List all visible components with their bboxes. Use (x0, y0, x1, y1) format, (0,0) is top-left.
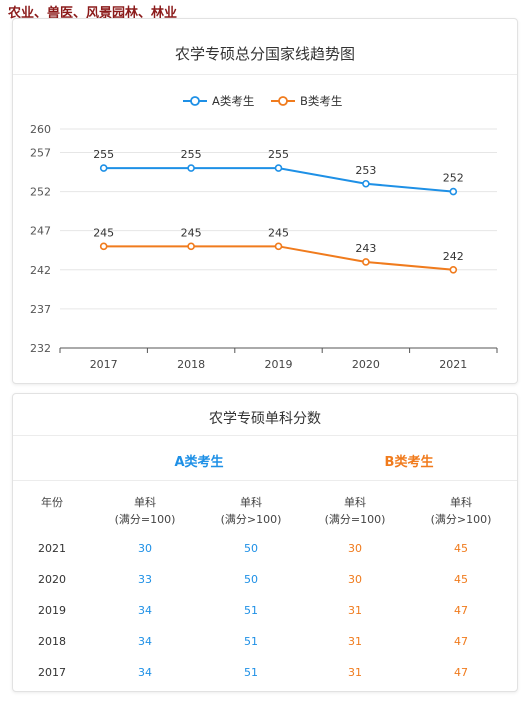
data-point (99, 164, 108, 172)
b-le100-header: 单科 (满分=100) (303, 494, 407, 528)
y-tick-label: 257 (30, 146, 51, 159)
y-tick-label: 242 (30, 264, 51, 277)
group-b-label: B类考生 (384, 455, 434, 470)
row-year: 2018 (38, 635, 66, 648)
data-point (274, 242, 283, 251)
row-a-le100: 30 (138, 542, 152, 555)
row-year: 2020 (38, 573, 66, 586)
data-point (274, 164, 283, 172)
a-gt100-header: 单科 (满分>100) (199, 494, 303, 528)
x-tick-label: 2019 (265, 358, 293, 371)
y-tick-label: 252 (30, 186, 51, 199)
row-year: 2019 (38, 604, 66, 617)
data-point (362, 258, 370, 266)
row-b-le100: 31 (348, 635, 362, 648)
data-label: 245 (268, 226, 289, 239)
x-tick-label: 2018 (177, 358, 205, 371)
row-b-le100: 31 (348, 604, 362, 617)
data-point (187, 164, 195, 172)
a-le100-header-line2: (满分=100) (114, 513, 176, 526)
row-b-gt100: 47 (454, 635, 468, 648)
b-gt100-header-line2: (满分>100) (430, 513, 492, 526)
row-a-le100: 34 (138, 666, 152, 679)
row-b-gt100: 47 (454, 666, 468, 679)
data-label: 255 (93, 148, 114, 161)
row-a-gt100: 50 (244, 573, 258, 586)
data-label: 245 (181, 226, 202, 239)
y-tick-label: 237 (30, 303, 51, 316)
a-gt100-header-line1: 单科 (240, 496, 262, 509)
row-year: 2017 (38, 666, 66, 679)
b-gt100-header-line1: 单科 (450, 496, 472, 509)
data-point (449, 265, 458, 274)
a-le100-header-line1: 单科 (134, 496, 156, 509)
data-label: 253 (355, 164, 376, 177)
b-le100-header-line1: 单科 (344, 496, 366, 509)
legend-label: B类考生 (300, 94, 342, 108)
data-label: 255 (268, 148, 289, 161)
x-tick-label: 2017 (90, 358, 118, 371)
row-b-le100: 30 (348, 573, 362, 586)
row-b-gt100: 47 (454, 604, 468, 617)
chart-title-divider (13, 74, 517, 75)
x-tick-label: 2021 (439, 358, 467, 371)
y-tick-label: 232 (30, 342, 51, 355)
chart-title: 农学专硕总分国家线趋势图 (174, 45, 355, 63)
row-a-gt100: 51 (244, 604, 258, 617)
a-le100-header: 单科 (满分=100) (93, 494, 197, 528)
row-a-le100: 33 (138, 573, 152, 586)
data-label: 245 (93, 226, 114, 239)
data-label: 242 (443, 250, 464, 263)
legend-label: A类考生 (212, 94, 254, 108)
row-a-le100: 34 (138, 635, 152, 648)
data-point (187, 242, 195, 251)
row-a-gt100: 51 (244, 635, 258, 648)
row-a-gt100: 50 (244, 542, 258, 555)
row-a-le100: 34 (138, 604, 152, 617)
data-point (99, 242, 108, 251)
row-b-le100: 30 (348, 542, 362, 555)
legend-marker (278, 96, 288, 106)
row-year: 2021 (38, 542, 66, 555)
data-point (449, 187, 458, 196)
table-title: 农学专硕单科分数 (209, 411, 321, 427)
year-column-header: 年份 (41, 496, 63, 509)
table-title-divider (13, 435, 517, 436)
data-point (362, 179, 370, 188)
y-tick-label: 247 (30, 225, 51, 238)
row-b-gt100: 45 (454, 573, 468, 586)
b-gt100-header: 单科 (满分>100) (409, 494, 513, 528)
row-b-le100: 31 (348, 666, 362, 679)
x-tick-label: 2020 (352, 358, 380, 371)
score-table-card: 农学专硕单科分数 A类考生 B类考生 年份 单科 (满分=100) 单科 (满分… (12, 393, 518, 692)
data-label: 252 (443, 172, 464, 185)
a-gt100-header-line2: (满分>100) (220, 513, 282, 526)
data-label: 255 (181, 148, 202, 161)
page-title: 农业、兽医、风景园林、林业 (8, 6, 178, 21)
line-chart: 232 237 242 247 252 257 260 2017 2018 2019 2020 202… (30, 94, 498, 371)
group-divider (13, 480, 517, 481)
legend-marker (190, 96, 200, 106)
row-b-gt100: 45 (454, 542, 468, 555)
trend-chart-card: 农学专硕总分国家线趋势图 232 237 242 247 252 257 260 2017 20… (12, 18, 518, 384)
b-le100-header-line2: (满分=100) (324, 513, 386, 526)
data-label: 243 (355, 242, 376, 255)
y-tick-label: 260 (30, 123, 51, 136)
row-a-gt100: 51 (244, 666, 258, 679)
group-a-label: A类考生 (174, 455, 224, 470)
